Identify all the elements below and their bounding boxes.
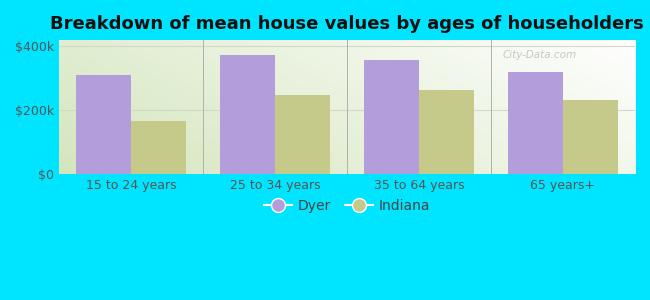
Bar [76, 75, 131, 174]
Text: City-Data.com: City-Data.com [502, 50, 577, 59]
Bar [508, 72, 563, 174]
Bar [131, 121, 186, 174]
Title: Breakdown of mean house values by ages of householders: Breakdown of mean house values by ages o… [50, 15, 644, 33]
Bar [419, 90, 474, 174]
Bar [364, 60, 419, 174]
Bar [563, 100, 618, 174]
Legend: Dyer, Indiana: Dyer, Indiana [259, 193, 436, 218]
Bar [275, 95, 330, 174]
Bar [220, 56, 275, 174]
